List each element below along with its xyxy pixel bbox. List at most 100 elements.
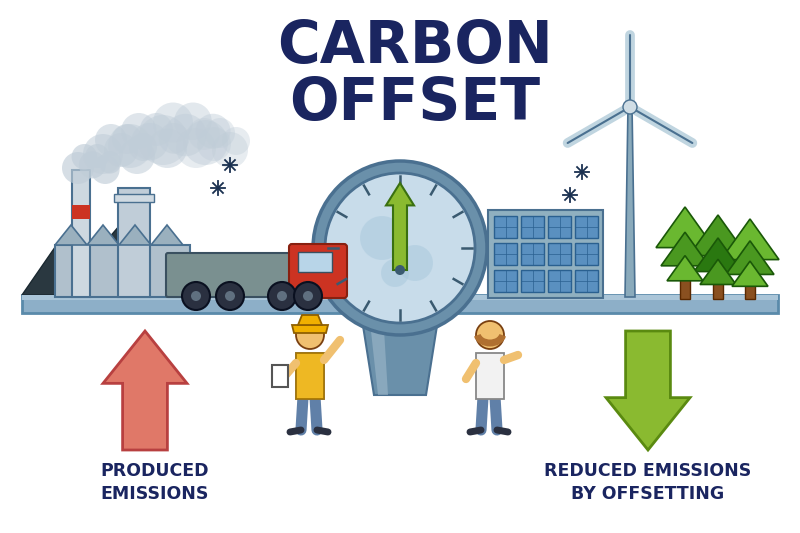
Bar — [494, 243, 517, 265]
Bar — [548, 270, 571, 292]
Bar — [575, 243, 598, 265]
Circle shape — [268, 282, 296, 310]
Polygon shape — [656, 207, 714, 248]
Circle shape — [381, 259, 409, 287]
Circle shape — [147, 128, 187, 168]
Polygon shape — [700, 259, 736, 285]
Polygon shape — [694, 238, 742, 271]
Bar — [72, 170, 90, 297]
Polygon shape — [22, 225, 185, 295]
Circle shape — [99, 151, 122, 174]
Bar — [476, 353, 504, 399]
Polygon shape — [667, 256, 703, 281]
Polygon shape — [369, 313, 388, 395]
Polygon shape — [721, 219, 779, 260]
Circle shape — [91, 155, 120, 184]
Polygon shape — [103, 331, 187, 450]
Bar — [494, 270, 517, 292]
Circle shape — [72, 144, 98, 169]
Polygon shape — [689, 215, 747, 256]
Circle shape — [129, 133, 157, 161]
Polygon shape — [661, 232, 709, 266]
Circle shape — [131, 123, 169, 160]
Bar — [488, 210, 603, 298]
Polygon shape — [726, 241, 774, 274]
Polygon shape — [87, 225, 119, 245]
Polygon shape — [298, 315, 322, 325]
Bar — [745, 269, 755, 299]
Bar — [296, 353, 324, 399]
Bar — [22, 295, 778, 313]
Circle shape — [158, 123, 190, 154]
Polygon shape — [386, 183, 414, 270]
Circle shape — [119, 138, 155, 174]
Bar — [521, 270, 544, 292]
Bar — [548, 216, 571, 238]
Circle shape — [294, 282, 322, 310]
Bar — [548, 243, 571, 265]
Polygon shape — [55, 225, 87, 245]
Bar — [575, 216, 598, 238]
Circle shape — [62, 152, 94, 184]
Polygon shape — [732, 261, 768, 286]
Circle shape — [86, 144, 109, 168]
Circle shape — [182, 282, 210, 310]
Circle shape — [205, 118, 235, 148]
Circle shape — [397, 245, 433, 281]
Bar — [680, 269, 690, 299]
Circle shape — [164, 114, 206, 156]
Circle shape — [176, 128, 216, 168]
Circle shape — [303, 291, 313, 301]
Circle shape — [225, 291, 235, 301]
FancyBboxPatch shape — [289, 244, 347, 298]
Bar — [521, 243, 544, 265]
Circle shape — [313, 161, 487, 335]
Circle shape — [183, 120, 228, 165]
Circle shape — [122, 113, 157, 148]
Polygon shape — [151, 225, 183, 245]
Circle shape — [108, 124, 152, 168]
Bar — [22, 295, 778, 300]
Polygon shape — [119, 225, 151, 245]
Circle shape — [360, 216, 404, 260]
Polygon shape — [606, 331, 690, 450]
Circle shape — [195, 114, 230, 149]
Circle shape — [83, 134, 123, 174]
Circle shape — [140, 113, 173, 146]
Bar — [272, 365, 288, 387]
Bar — [298, 252, 332, 272]
Polygon shape — [625, 105, 635, 297]
Circle shape — [277, 291, 287, 301]
Circle shape — [212, 132, 248, 168]
Circle shape — [325, 173, 475, 323]
Polygon shape — [292, 325, 328, 333]
Circle shape — [222, 127, 250, 155]
Bar — [575, 270, 598, 292]
Text: CARBON
OFFSET: CARBON OFFSET — [277, 18, 553, 132]
Circle shape — [79, 151, 106, 179]
Circle shape — [138, 115, 188, 165]
Circle shape — [174, 102, 212, 140]
FancyBboxPatch shape — [166, 253, 298, 297]
Bar — [521, 216, 544, 238]
Bar — [55, 245, 190, 297]
Bar — [494, 216, 517, 238]
Bar — [118, 188, 150, 297]
Circle shape — [153, 102, 193, 142]
Circle shape — [188, 118, 220, 150]
Bar — [296, 353, 324, 399]
Circle shape — [191, 291, 201, 301]
Circle shape — [476, 321, 504, 349]
Circle shape — [216, 282, 244, 310]
Circle shape — [395, 265, 405, 275]
Circle shape — [112, 124, 142, 154]
Circle shape — [296, 321, 324, 349]
Text: REDUCED EMISSIONS
BY OFFSETTING: REDUCED EMISSIONS BY OFFSETTING — [544, 462, 752, 503]
Circle shape — [95, 124, 127, 156]
Bar — [72, 205, 90, 219]
Circle shape — [104, 133, 138, 167]
Text: PRODUCED
EMISSIONS: PRODUCED EMISSIONS — [101, 462, 210, 503]
Polygon shape — [361, 313, 439, 395]
Circle shape — [197, 127, 231, 161]
Circle shape — [623, 100, 637, 114]
